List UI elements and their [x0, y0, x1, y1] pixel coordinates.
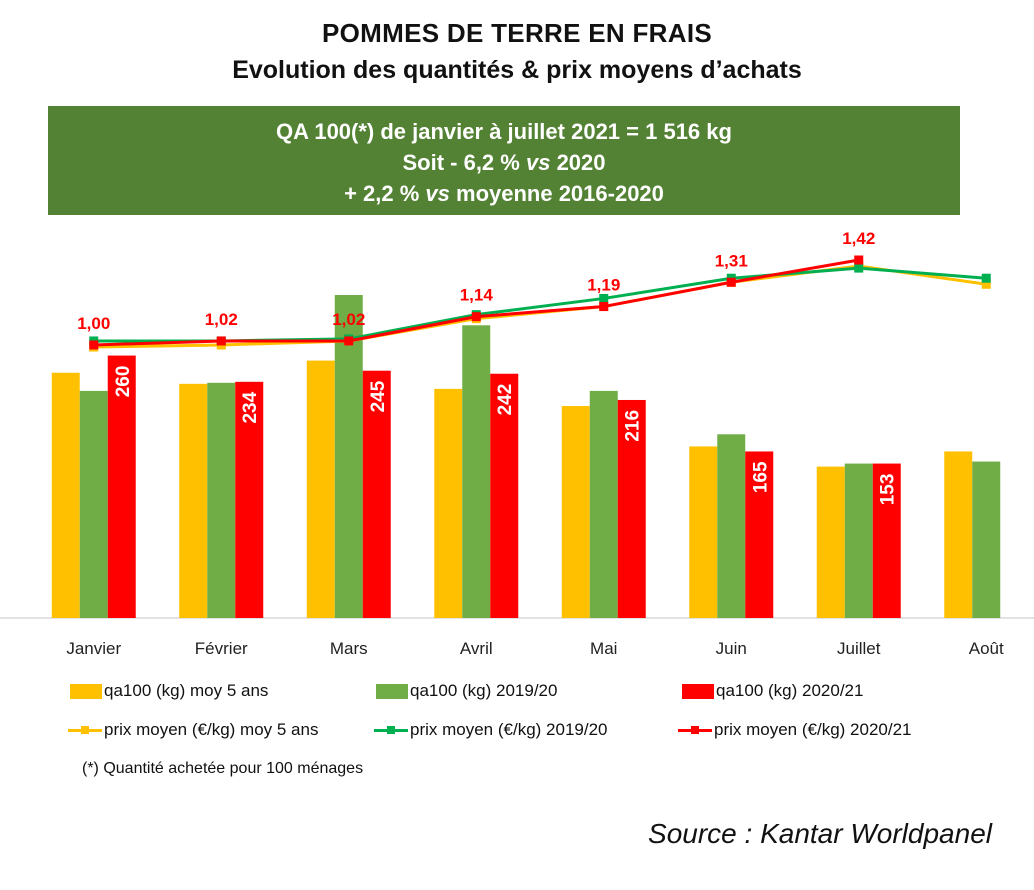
banner-line-2: Soit - 6,2 % vs 2020 — [402, 150, 606, 175]
bar-qa100-kg-moy-5-ans-2 — [306, 360, 335, 618]
bar-qa100-kg-moy-5-ans-6 — [816, 466, 845, 618]
legend-line-key — [374, 723, 408, 737]
combo-chart: 260 234 245 242 216 165 153 Janvier Février Mars A… — [0, 229, 1034, 658]
legend-item-qa100-2019: qa100 (kg) 2019/20 — [376, 681, 557, 701]
x-tick-label: Mai — [590, 639, 617, 658]
legend-line-key — [678, 723, 712, 737]
banner-line-3: + 2,2 % vs moyenne 2016-2020 — [344, 181, 664, 206]
line-data-label: 1,02 — [332, 310, 365, 329]
line-data-label: 1,14 — [460, 286, 494, 305]
line-point — [89, 340, 99, 350]
bar-qa100-kg-moy-5-ans-3 — [434, 388, 463, 618]
source-credit: Source : Kantar Worldpanel — [648, 818, 992, 849]
bar-qa100-kg-2019-20-7 — [972, 461, 1001, 618]
line-data-label: 1,02 — [205, 310, 238, 329]
line-point — [599, 302, 609, 312]
legend-line-key — [68, 723, 102, 737]
summary-banner: QA 100(*) de janvier à juillet 2021 = 1 … — [48, 106, 960, 215]
line-point — [344, 336, 354, 346]
legend-swatch — [376, 683, 408, 699]
bar-qa100-kg-2020-21-2 — [362, 370, 391, 618]
line-point — [854, 263, 864, 273]
line-data-label: 1,00 — [77, 314, 110, 333]
bar-qa100-kg-moy-5-ans-0 — [51, 372, 80, 618]
bar-data-label: 245 — [368, 380, 389, 412]
banner-line-1: QA 100(*) de janvier à juillet 2021 = 1 … — [276, 119, 732, 144]
bar-data-label: 260 — [113, 366, 134, 398]
bar-qa100-kg-moy-5-ans-4 — [561, 406, 590, 618]
legend-item-prix-2020: prix moyen (€/kg) 2020/21 — [678, 720, 912, 740]
bar-qa100-kg-2019-20-1 — [207, 382, 236, 618]
x-tick-label: Août — [969, 639, 1004, 658]
x-tick-label: Mars — [330, 639, 368, 658]
line-point — [854, 255, 864, 265]
bar-data-label: 216 — [623, 410, 644, 442]
bar-qa100-kg-moy-5-ans-7 — [944, 451, 973, 618]
bar-qa100-kg-2020-21-4 — [617, 399, 646, 618]
legend-item-qa100-2020: qa100 (kg) 2020/21 — [682, 681, 863, 701]
bar-data-label: 242 — [495, 384, 516, 416]
line-data-label: 1,31 — [715, 251, 748, 270]
x-tick-label: Juillet — [837, 639, 881, 658]
line-point — [981, 279, 991, 289]
line-point — [981, 273, 991, 283]
bar-qa100-kg-moy-5-ans-5 — [689, 446, 718, 618]
bar-qa100-kg-2019-20-4 — [589, 390, 618, 618]
x-tick-label: Juin — [716, 639, 747, 658]
legend-swatch — [70, 683, 102, 699]
bar-qa100-kg-2019-20-5 — [717, 434, 746, 618]
legend-item-prix-moy: prix moyen (€/kg) moy 5 ans — [68, 720, 318, 740]
bar-qa100-kg-2020-21-3 — [490, 373, 519, 618]
x-tick-label: Février — [195, 639, 248, 658]
bar-data-label: 153 — [878, 474, 899, 506]
bar-qa100-kg-2019-20-0 — [79, 390, 108, 618]
bar-qa100-kg-2020-21-6 — [872, 463, 901, 618]
chart-subtitle: Evolution des quantités & prix moyens d’… — [232, 56, 802, 84]
line-point — [726, 277, 736, 287]
footnote: (*) Quantité achetée pour 100 ménages — [82, 760, 364, 777]
x-tick-label: Janvier — [66, 639, 121, 658]
line-data-label: 1,19 — [587, 276, 620, 295]
line-point — [599, 293, 609, 303]
chart-title: POMMES DE TERRE EN FRAIS — [321, 18, 712, 48]
x-tick-label: Avril — [460, 639, 493, 658]
line-prix-moyen-kg-2019-20 — [93, 266, 987, 343]
bar-data-label: 165 — [750, 461, 771, 493]
line-point — [471, 312, 481, 322]
legend-swatch — [682, 683, 714, 699]
bar-data-label: 234 — [240, 391, 261, 423]
bar-qa100-kg-2019-20-3 — [462, 325, 491, 618]
bar-qa100-kg-2020-21-5 — [745, 451, 774, 618]
line-data-label: 1,42 — [842, 229, 875, 248]
legend-item-qa100-moy: qa100 (kg) moy 5 ans — [70, 681, 268, 701]
bar-qa100-kg-2020-21-0 — [107, 355, 136, 618]
legend-item-prix-2019: prix moyen (€/kg) 2019/20 — [374, 720, 608, 740]
bar-qa100-kg-moy-5-ans-1 — [179, 383, 208, 618]
bar-qa100-kg-2019-20-6 — [844, 463, 873, 618]
bar-qa100-kg-2019-20-2 — [334, 295, 363, 618]
bar-qa100-kg-2020-21-1 — [235, 381, 264, 618]
line-point — [216, 336, 226, 346]
